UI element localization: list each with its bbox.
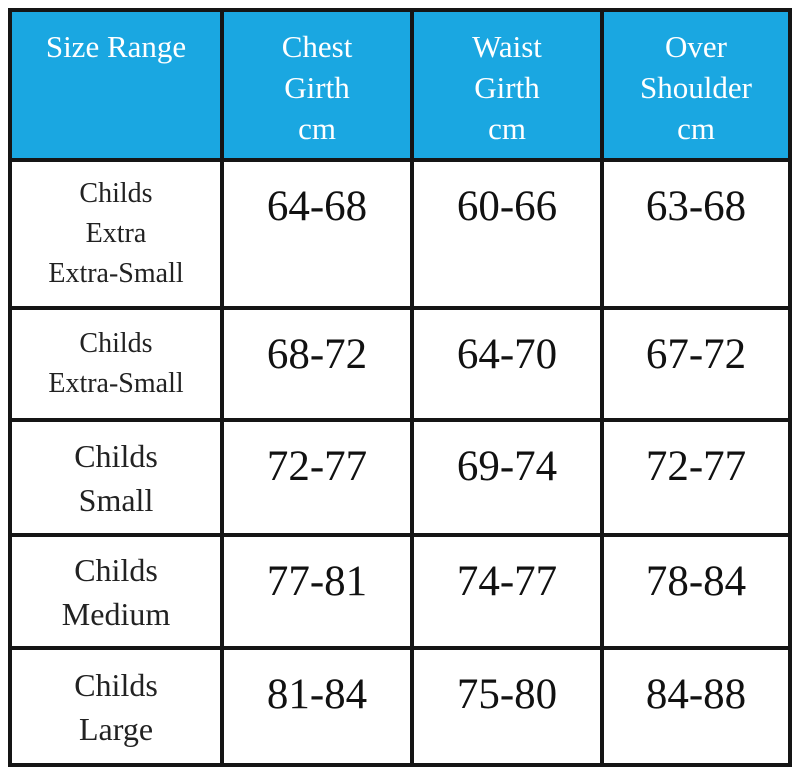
measurement: 77-81	[220, 533, 414, 650]
measurement: 78-84	[600, 533, 792, 650]
measurement: 84-88	[600, 646, 792, 767]
size-label: Childs Small	[8, 418, 224, 537]
header-cell: Size Range	[8, 8, 224, 162]
header-text: Chest	[281, 29, 353, 64]
header-cell: Over Shoulder cm	[600, 8, 792, 162]
size-text: Small	[78, 481, 154, 518]
size-label: Childs Large	[8, 646, 224, 767]
header-text: Girth	[284, 70, 350, 105]
measurement: 75-80	[410, 646, 604, 767]
measurement: 67-72	[600, 306, 792, 422]
header-text: Girth	[474, 70, 540, 105]
measurement: 63-68	[600, 158, 792, 310]
measurement: 81-84	[220, 646, 414, 767]
size-chart: Size Range Chest Girth cm Waist Girth cm Over Sh…	[8, 8, 792, 767]
header-text: Over	[665, 29, 727, 64]
header-row: Size Range Chest Girth cm Waist Girth cm Over Sh…	[8, 8, 792, 162]
size-text: Extra	[85, 218, 147, 249]
measurement: 69-74	[410, 418, 604, 537]
table-row: Childs Small 72-77 69-74 72-77	[8, 418, 792, 537]
size-text: Extra-Small	[48, 258, 184, 289]
size-table: Size Range Chest Girth cm Waist Girth cm Over Sh…	[8, 8, 792, 767]
header-text: Size Range	[45, 29, 187, 64]
header-cell: Chest Girth cm	[220, 8, 414, 162]
size-label: Childs Extra-Small	[8, 306, 224, 422]
table-row: Childs Extra Extra-Small 64-68 60-66 63-68	[8, 158, 792, 310]
header-text: Shoulder	[640, 70, 752, 105]
table-row: Childs Medium 77-81 74-77 78-84	[8, 533, 792, 650]
header-text: cm	[677, 111, 715, 146]
table-row: Childs Extra-Small 68-72 64-70 67-72	[8, 306, 792, 422]
measurement: 72-77	[220, 418, 414, 537]
size-text: Childs	[79, 328, 153, 359]
header-text: Waist	[472, 29, 542, 64]
header-cell: Waist Girth cm	[410, 8, 604, 162]
size-text: Large	[78, 710, 154, 747]
table-row: Childs Large 81-84 75-80 84-88	[8, 646, 792, 767]
measurement: 64-70	[410, 306, 604, 422]
size-text: Childs	[74, 666, 158, 703]
header-text: cm	[488, 111, 526, 146]
size-text: Extra-Small	[48, 368, 184, 399]
measurement: 64-68	[220, 158, 414, 310]
size-text: Childs	[74, 437, 158, 474]
measurement: 74-77	[410, 533, 604, 650]
measurement: 72-77	[600, 418, 792, 537]
size-text: Childs	[74, 551, 158, 588]
header-text: cm	[298, 111, 336, 146]
size-label: Childs Medium	[8, 533, 224, 650]
size-text: Medium	[61, 595, 171, 632]
measurement: 68-72	[220, 306, 414, 422]
size-text: Childs	[79, 178, 153, 209]
measurement: 60-66	[410, 158, 604, 310]
size-label: Childs Extra Extra-Small	[8, 158, 224, 310]
